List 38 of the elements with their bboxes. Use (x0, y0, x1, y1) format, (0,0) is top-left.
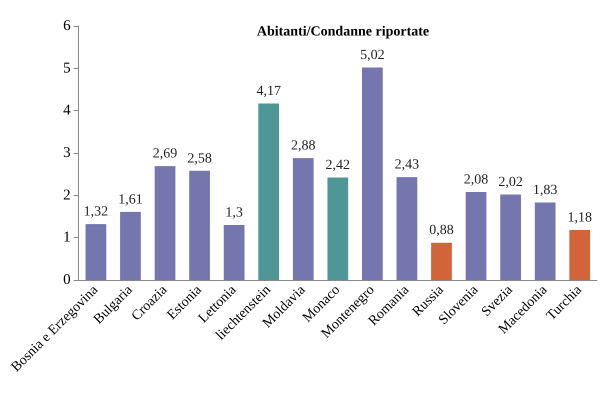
data-label: 2,02 (498, 174, 523, 190)
y-tick-label: 3 (63, 145, 71, 161)
data-label: 1,83 (532, 183, 558, 198)
y-tick-label: 2 (63, 187, 71, 204)
data-label: 2,58 (187, 151, 212, 166)
bar (258, 103, 280, 280)
y-tick-label: 4 (63, 102, 72, 119)
bar (362, 67, 383, 280)
bar (292, 158, 314, 280)
data-label: 5,02 (360, 48, 385, 63)
data-label: 2,42 (326, 158, 350, 174)
bar (86, 224, 106, 280)
y-tick-label: 5 (63, 60, 71, 76)
data-label: 1,61 (118, 192, 143, 208)
bar (327, 178, 348, 280)
data-label: 2,69 (152, 146, 178, 162)
data-label: 2,43 (394, 158, 420, 173)
bar (534, 202, 556, 280)
data-label: 1,32 (84, 204, 108, 220)
bar (120, 212, 141, 280)
data-label: 1,18 (567, 210, 592, 226)
chart-title: Abitanti/Condanne riportate (256, 24, 430, 40)
data-label: 4,17 (256, 84, 281, 99)
data-label: 2,88 (291, 138, 316, 154)
bar (500, 194, 521, 280)
bar (431, 242, 452, 280)
bar (189, 170, 210, 280)
bar (466, 192, 486, 280)
bar (396, 177, 418, 280)
data-label: 1,3 (225, 205, 243, 220)
data-label: 0,88 (429, 223, 454, 238)
bar (224, 224, 245, 280)
bar (154, 166, 176, 280)
y-tick-label: 0 (63, 272, 71, 288)
y-tick-label: 1 (63, 230, 71, 246)
y-tick-label: 6 (63, 18, 72, 34)
bar (569, 230, 590, 280)
data-label: 2,08 (464, 172, 488, 188)
